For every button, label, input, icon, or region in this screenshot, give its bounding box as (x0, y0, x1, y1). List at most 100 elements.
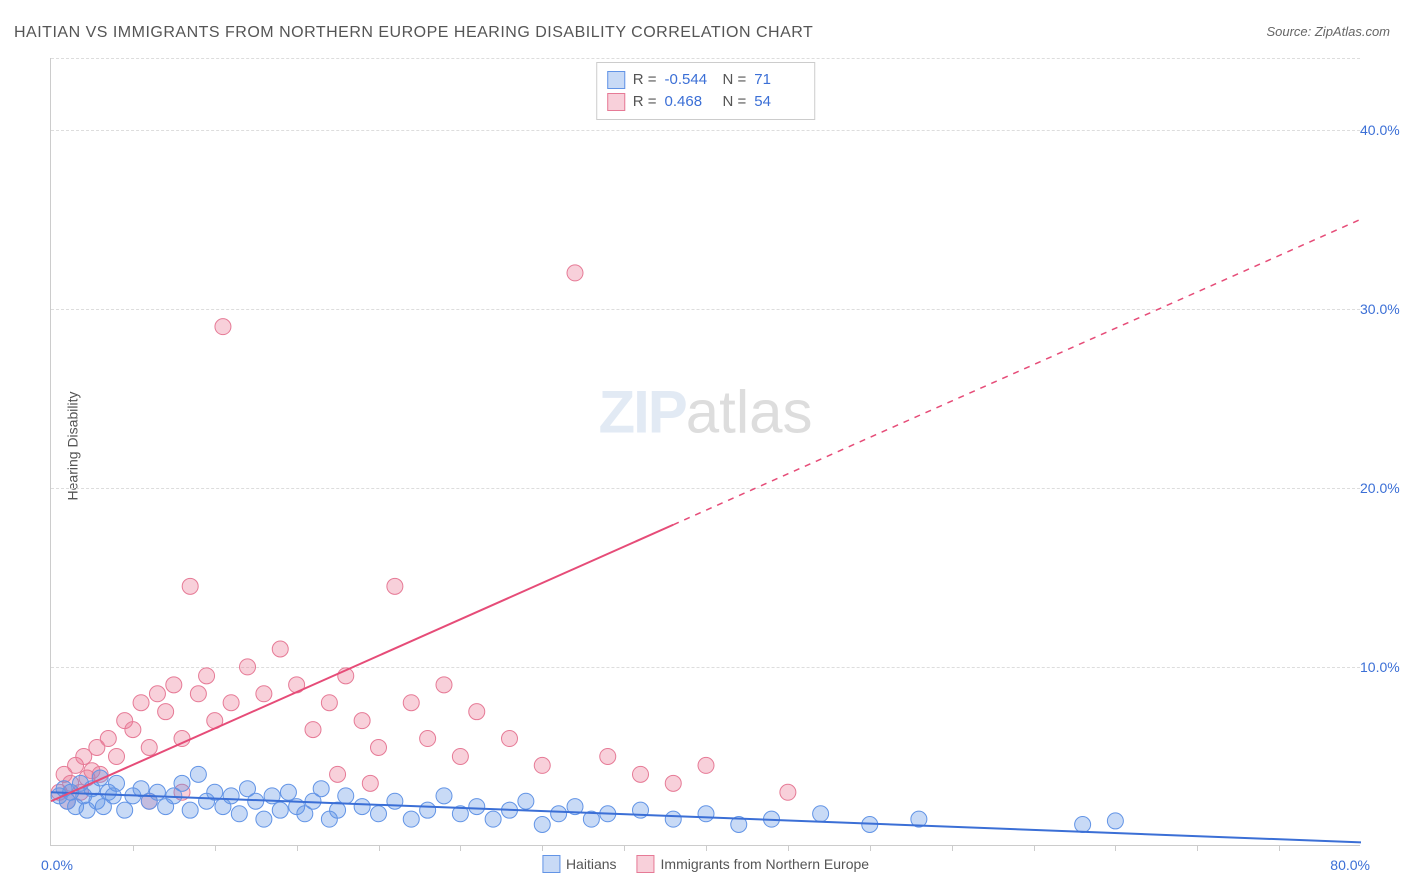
stats-r-value: 0.468 (665, 91, 715, 113)
scatter-point-series2 (780, 784, 796, 800)
scatter-point-series1 (272, 802, 288, 818)
x-axis-max-label: 80.0% (1330, 857, 1370, 873)
scatter-point-series1 (420, 802, 436, 818)
scatter-point-series2 (109, 748, 125, 764)
stats-box: R =-0.544N =71R =0.468N =54 (596, 62, 816, 120)
x-tick (133, 845, 134, 851)
scatter-point-series2 (387, 578, 403, 594)
scatter-point-series2 (354, 713, 370, 729)
stats-n-value: 71 (754, 69, 804, 91)
scatter-point-series2 (362, 775, 378, 791)
scatter-point-series2 (698, 757, 714, 773)
scatter-point-series1 (149, 784, 165, 800)
scatter-point-series1 (330, 802, 346, 818)
scatter-point-series1 (1075, 817, 1091, 833)
scatter-point-series2 (272, 641, 288, 657)
scatter-point-series1 (469, 799, 485, 815)
stats-n-label: N = (723, 69, 747, 91)
x-tick (788, 845, 789, 851)
scatter-point-series2 (199, 668, 215, 684)
scatter-point-series2 (125, 722, 141, 738)
x-tick (706, 845, 707, 851)
y-tick-label: 40.0% (1360, 122, 1406, 138)
scatter-point-series1 (551, 806, 567, 822)
x-axis-min-label: 0.0% (41, 857, 73, 873)
scatter-point-series2 (502, 731, 518, 747)
scatter-point-series1 (387, 793, 403, 809)
scatter-point-series2 (436, 677, 452, 693)
scatter-point-series2 (305, 722, 321, 738)
x-tick (1034, 845, 1035, 851)
scatter-point-series1 (485, 811, 501, 827)
stats-row: R = 0.468 N = 54 (607, 91, 805, 113)
chart-title: HAITIAN VS IMMIGRANTS FROM NORTHERN EURO… (14, 24, 813, 42)
stats-swatch (607, 93, 625, 111)
scatter-point-series2 (174, 731, 190, 747)
trendline-series1 (51, 792, 1361, 842)
scatter-point-series2 (240, 659, 256, 675)
scatter-point-series1 (190, 766, 206, 782)
x-tick (1115, 845, 1116, 851)
scatter-point-series1 (371, 806, 387, 822)
scatter-point-series1 (223, 788, 239, 804)
legend: Haitians Immigrants from Northern Europe (542, 855, 869, 873)
scatter-point-series1 (256, 811, 272, 827)
y-tick-label: 20.0% (1360, 480, 1406, 496)
scatter-point-series2 (371, 740, 387, 756)
scatter-point-series2 (665, 775, 681, 791)
scatter-point-series1 (280, 784, 296, 800)
scatter-point-series2 (633, 766, 649, 782)
scatter-point-series2 (403, 695, 419, 711)
x-tick (624, 845, 625, 851)
scatter-point-series2 (469, 704, 485, 720)
scatter-point-series2 (149, 686, 165, 702)
scatter-point-series2 (190, 686, 206, 702)
scatter-point-series2 (158, 704, 174, 720)
source-attribution: Source: ZipAtlas.com (1266, 24, 1390, 39)
legend-label: Immigrants from Northern Europe (661, 856, 870, 872)
scatter-point-series1 (231, 806, 247, 822)
y-tick-label: 10.0% (1360, 659, 1406, 675)
plot-area: ZIPatlas 10.0%20.0%30.0%40.0% R =-0.544N… (50, 58, 1360, 846)
trendline-series2-dashed (673, 219, 1361, 525)
stats-r-label: R = (633, 91, 657, 113)
stats-row: R =-0.544N =71 (607, 69, 805, 91)
scatter-point-series1 (518, 793, 534, 809)
x-tick (542, 845, 543, 851)
scatter-point-series1 (1107, 813, 1123, 829)
legend-item: Haitians (542, 855, 617, 873)
scatter-point-series1 (109, 775, 125, 791)
scatter-point-series1 (313, 781, 329, 797)
scatter-point-series2 (534, 757, 550, 773)
y-tick-label: 30.0% (1360, 301, 1406, 317)
trendline-series2-solid (51, 525, 673, 801)
stats-r-label: R = (633, 69, 657, 91)
legend-label: Haitians (566, 856, 617, 872)
scatter-point-series2 (420, 731, 436, 747)
x-tick (1197, 845, 1198, 851)
stats-n-label: N = (723, 91, 747, 113)
scatter-point-series1 (403, 811, 419, 827)
scatter-point-series1 (813, 806, 829, 822)
x-tick (215, 845, 216, 851)
x-tick (1279, 845, 1280, 851)
scatter-point-series2 (567, 265, 583, 281)
x-tick (297, 845, 298, 851)
legend-swatch (542, 855, 560, 873)
scatter-point-series1 (534, 817, 550, 833)
x-tick (952, 845, 953, 851)
scatter-point-series2 (223, 695, 239, 711)
scatter-point-series1 (182, 802, 198, 818)
scatter-point-series2 (166, 677, 182, 693)
x-tick (870, 845, 871, 851)
stats-n-value: 54 (754, 91, 804, 113)
scatter-point-series2 (133, 695, 149, 711)
scatter-point-series2 (600, 748, 616, 764)
scatter-point-series2 (330, 766, 346, 782)
stats-swatch (607, 71, 625, 89)
scatter-point-series2 (182, 578, 198, 594)
scatter-point-series1 (174, 775, 190, 791)
scatter-point-series2 (141, 740, 157, 756)
x-tick (460, 845, 461, 851)
scatter-point-series1 (436, 788, 452, 804)
